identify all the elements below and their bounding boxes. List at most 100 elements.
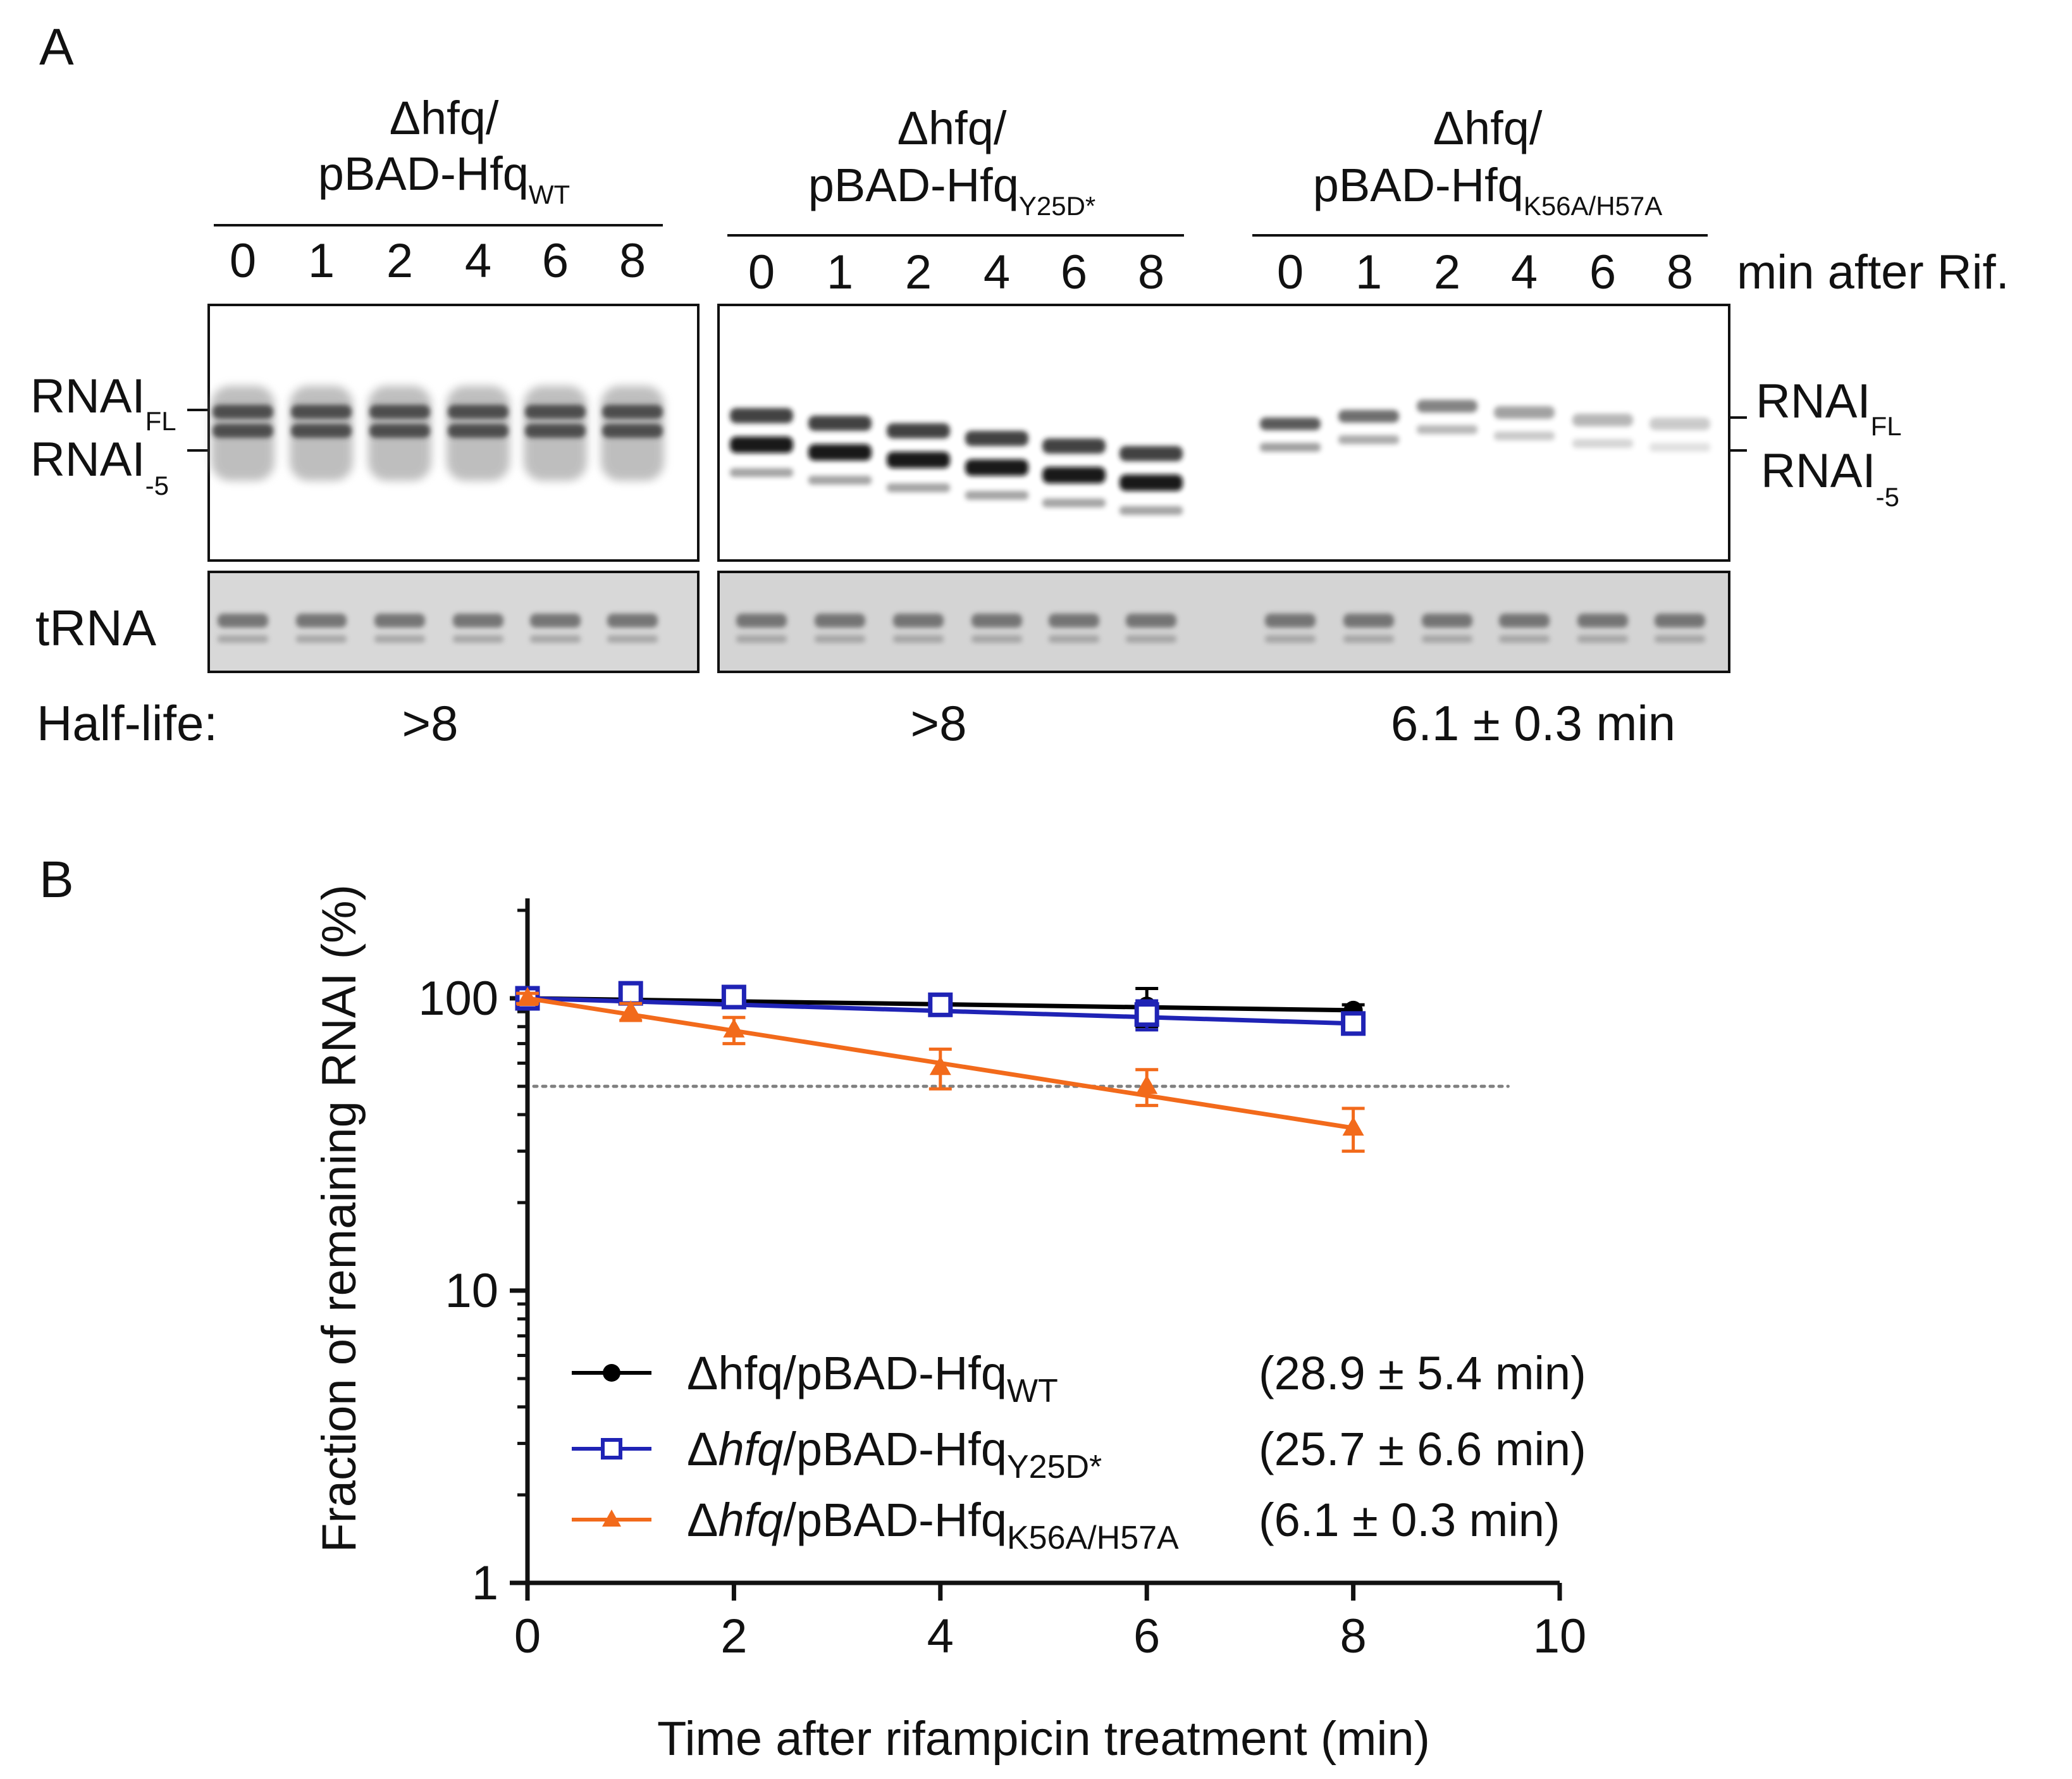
blot-band — [1119, 474, 1183, 491]
lane-label: 8 — [1138, 245, 1164, 299]
lane-label: 0 — [230, 234, 256, 288]
trna-band — [971, 614, 1022, 628]
trna-band — [1499, 614, 1550, 628]
data-point-triangle — [723, 1018, 745, 1038]
trna-band — [815, 635, 865, 643]
blot-band — [213, 405, 273, 419]
panel-a-label: A — [39, 18, 74, 76]
half-life-k56a: 6.1 ± 0.3 min — [1391, 695, 1675, 751]
group-wt-plasmid: pBAD-HfqWT — [318, 147, 570, 209]
legend-half-life-k56a: (6.1 ± 0.3 min) — [1259, 1494, 1560, 1546]
lane-label: 6 — [542, 234, 569, 288]
data-point-triangle — [1136, 1075, 1158, 1094]
blot-band — [1650, 418, 1710, 430]
blot-band — [1119, 506, 1183, 515]
blot-band — [1494, 431, 1555, 440]
lane-label: 1 — [308, 234, 335, 288]
x-tick-label: 2 — [720, 1609, 747, 1663]
legend-label-y25d: Δhfq/pBAD-HfqY25D* — [687, 1423, 1102, 1485]
blot-band — [369, 424, 430, 438]
lane-label: 8 — [1667, 245, 1693, 299]
blot-band — [1417, 400, 1477, 412]
blot-band — [1119, 446, 1183, 461]
series-k56a-h57a — [516, 987, 1365, 1153]
lane-label: 1 — [827, 245, 853, 299]
decay-chart: 1 10 100 0 2 4 6 8 10 Fraction of remaining RNA… — [312, 884, 1586, 1766]
legend-entry-wt: Δhfq/pBAD-HfqWT (28.9 ± 5.4 min) — [572, 1347, 1586, 1410]
x-tick-label: 6 — [1133, 1609, 1160, 1663]
data-point-triangle — [620, 1000, 642, 1020]
group-header-k56a: Δhfq/ pBAD-HfqK56A/H57A — [1252, 102, 1708, 237]
trna-band — [1422, 614, 1472, 628]
blot-band — [525, 405, 586, 419]
lane-label: 4 — [984, 245, 1010, 299]
lane-labels-wt: 0 1 2 4 6 8 — [230, 234, 646, 288]
trna-band — [1265, 635, 1316, 643]
legend-entry-y25d: Δhfq/pBAD-HfqY25D* (25.7 ± 6.6 min) — [572, 1423, 1586, 1485]
trna-band — [1343, 614, 1394, 628]
blot-band — [1338, 435, 1399, 444]
y-tick-label: 1 — [472, 1556, 498, 1610]
legend-half-life-y25d: (25.7 ± 6.6 min) — [1259, 1423, 1586, 1475]
x-tick-label: 8 — [1340, 1609, 1366, 1663]
blot-band — [808, 416, 872, 431]
blot-band — [730, 408, 793, 423]
group-header-wt: Δhfq/ pBAD-HfqWT — [214, 92, 663, 226]
trna-band — [607, 614, 658, 628]
data-point-square — [928, 992, 953, 1017]
time-axis-label: min after Rif. — [1737, 245, 2009, 299]
x-tick-label: 0 — [514, 1609, 541, 1663]
legend-half-life-wt: (28.9 ± 5.4 min) — [1259, 1347, 1586, 1399]
x-axis-label: Time after rifampicin treatment (min) — [657, 1712, 1430, 1766]
lane-label: 4 — [465, 234, 491, 288]
lane-label: 1 — [1355, 245, 1382, 299]
legend-marker-triangle — [602, 1509, 621, 1527]
blot-band — [808, 476, 872, 485]
band-label-rnai-fl-right: RNAIFL — [1756, 375, 1902, 441]
blot-band — [291, 405, 352, 419]
blot-band — [887, 452, 950, 468]
group-header-y25d: Δhfq/ pBAD-HfqY25D* — [727, 102, 1184, 237]
trna-band — [1655, 614, 1705, 628]
band-label-rnai-fl-left: RNAIFL — [30, 369, 176, 436]
trna-band — [607, 635, 658, 643]
blot-band — [1338, 410, 1399, 423]
y-tick-label: 10 — [445, 1264, 498, 1318]
legend-entry-k56a: Δhfq/pBAD-HfqK56A/H57A (6.1 ± 0.3 min) — [572, 1494, 1560, 1556]
y-axis-label: Fraction of remaining RNAI (%) — [312, 884, 366, 1553]
blot-band — [965, 459, 1028, 476]
blot-band — [1042, 467, 1106, 483]
trna-band — [1126, 614, 1176, 628]
trna-band — [1265, 614, 1316, 628]
lane-label: 6 — [1061, 245, 1087, 299]
blot-band — [369, 405, 430, 419]
trna-band — [530, 614, 581, 628]
blot-band — [602, 424, 663, 438]
x-tick-label: 10 — [1533, 1609, 1587, 1663]
trna-stain — [207, 571, 1730, 673]
half-life-y25d: >8 — [911, 695, 967, 751]
band-label-rnai-m5-right: RNAI-5 — [1761, 444, 1899, 512]
blot-band — [1572, 439, 1633, 448]
blot-band — [448, 405, 509, 419]
trna-band — [374, 614, 425, 628]
blot-band — [965, 431, 1028, 446]
trna-band — [736, 614, 787, 628]
trna-band — [1422, 635, 1472, 643]
trna-band — [1577, 614, 1628, 628]
panel-b-label: B — [39, 851, 74, 908]
data-point-triangle — [929, 1056, 951, 1075]
blot-band — [887, 483, 950, 492]
trna-band — [815, 614, 865, 628]
trna-band — [530, 635, 581, 643]
blot-band — [291, 424, 352, 438]
lane-label: 2 — [386, 234, 413, 288]
trna-band — [374, 635, 425, 643]
data-point-triangle — [1342, 1116, 1364, 1136]
blot-band — [213, 424, 273, 438]
group-y25d-strain: Δhfq/ — [897, 102, 1007, 154]
blot-band — [1042, 499, 1106, 507]
blot-band — [1650, 443, 1710, 452]
